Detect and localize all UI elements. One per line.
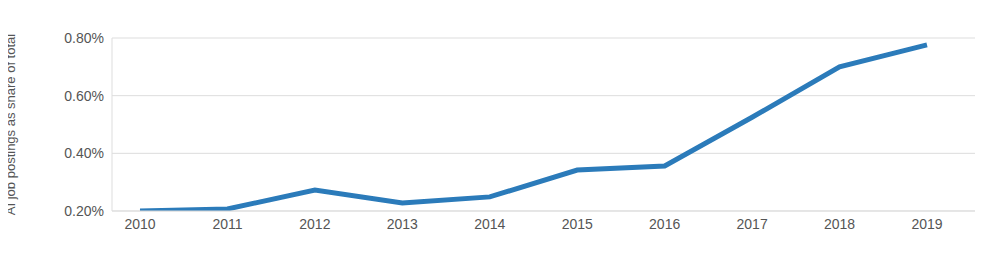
svg-text:2018: 2018 (824, 216, 855, 232)
svg-text:2019: 2019 (911, 216, 942, 232)
svg-text:2010: 2010 (124, 216, 155, 232)
svg-text:0.80%: 0.80% (64, 30, 104, 46)
svg-text:2017: 2017 (737, 216, 768, 232)
svg-text:2011: 2011 (212, 216, 242, 232)
svg-text:2013: 2013 (387, 216, 418, 232)
svg-text:AI job postings as share of to: AI job postings as share of total (8, 34, 18, 215)
svg-text:0.40%: 0.40% (64, 145, 104, 161)
svg-text:0.60%: 0.60% (64, 88, 104, 104)
svg-text:2012: 2012 (299, 216, 330, 232)
svg-text:2015: 2015 (562, 216, 593, 232)
svg-text:2014: 2014 (474, 216, 505, 232)
svg-text:2016: 2016 (649, 216, 680, 232)
svg-text:0.20%: 0.20% (64, 203, 104, 219)
